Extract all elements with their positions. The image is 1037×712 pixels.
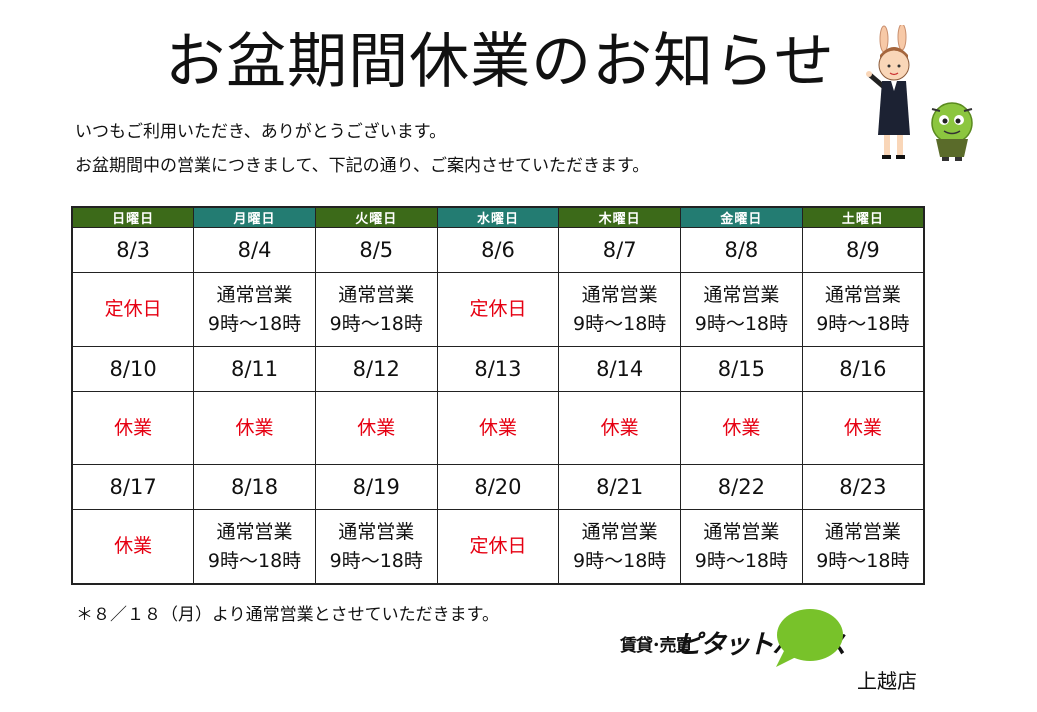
business-hours: 9時～18時 (329, 312, 423, 335)
open-status: 通常営業 9時～18時 (680, 509, 803, 585)
date-cell: 8/22 (680, 464, 803, 510)
date-cell: 8/10 (71, 346, 195, 392)
open-status: 通常営業 9時～18時 (558, 272, 682, 347)
date-cell: 8/3 (71, 227, 195, 273)
open-status: 通常営業 9時～18時 (193, 509, 316, 585)
open-status: 通常営業 9時～18時 (680, 272, 803, 347)
closed-status: 定休日 (436, 509, 560, 585)
date-cell: 8/17 (71, 464, 195, 510)
date-cell: 8/11 (193, 346, 316, 392)
status-label: 通常営業 (824, 283, 901, 306)
closed-status: 休業 (314, 391, 438, 465)
status-label: 通常営業 (824, 520, 901, 543)
date-cell: 8/8 (680, 227, 803, 273)
intro-line-2: お盆期間中の営業につきまして、下記の通り、ご案内させていただきます。 (75, 156, 650, 176)
status-label: 通常営業 (216, 520, 293, 543)
status-label: 通常営業 (338, 520, 415, 543)
date-cell: 8/21 (558, 464, 682, 510)
business-hours: 9時～18時 (816, 312, 910, 335)
date-cell: 8/20 (436, 464, 560, 510)
status-row: 定休日 通常営業 9時～18時 通常営業 9時～18時 定休日 通常営業 9時～18時 通常営業… (71, 272, 925, 347)
date-cell: 8/14 (558, 346, 682, 392)
status-label: 通常営業 (703, 283, 780, 306)
closed-status: 休業 (680, 391, 803, 465)
date-row: 8/17 8/18 8/19 8/20 8/21 8/22 8/23 (71, 464, 925, 510)
business-hours: 9時～18時 (329, 549, 423, 572)
date-cell: 8/4 (193, 227, 316, 273)
date-row: 8/3 8/4 8/5 8/6 8/7 8/8 8/9 (71, 227, 925, 273)
status-label: 通常営業 (581, 283, 658, 306)
date-row: 8/10 8/11 8/12 8/13 8/14 8/15 8/16 (71, 346, 925, 392)
mascot-illustration (866, 25, 973, 161)
weekday-sunday: 日曜日 (71, 206, 195, 228)
business-calendar: 日曜日 月曜日 火曜日 水曜日 木曜日 金曜日 土曜日 8/3 8/4 8/5 8/6… (71, 206, 925, 585)
date-cell: 8/15 (680, 346, 803, 392)
business-hours: 9時～18時 (207, 549, 302, 572)
weekday-wednesday: 水曜日 (436, 206, 560, 228)
date-cell: 8/5 (314, 227, 438, 273)
date-cell: 8/7 (558, 227, 682, 273)
date-cell: 8/16 (801, 346, 925, 392)
date-cell: 8/6 (436, 227, 560, 273)
weekday-monday: 月曜日 (193, 206, 316, 228)
closed-status: 定休日 (71, 272, 195, 347)
closed-status: 休業 (558, 391, 682, 465)
footnote: ＊８／１８（月）より通常営業とさせていただきます。 (76, 605, 499, 625)
logo-subtext: 賃貸･売買 (620, 636, 692, 656)
weekday-header-row: 日曜日 月曜日 火曜日 水曜日 木曜日 金曜日 土曜日 (71, 206, 925, 228)
open-status: 通常営業 9時～18時 (193, 272, 316, 347)
status-label: 通常営業 (703, 520, 780, 543)
status-label: 通常営業 (338, 283, 415, 306)
branch-name: 上越店 (857, 669, 917, 693)
date-cell: 8/23 (801, 464, 925, 510)
open-status: 通常営業 9時～18時 (314, 272, 438, 347)
open-status: 通常営業 9時～18時 (314, 509, 438, 585)
business-hours: 9時～18時 (207, 312, 302, 335)
speech-bubble-icon (776, 609, 843, 667)
date-cell: 8/13 (436, 346, 560, 392)
weekday-saturday: 土曜日 (801, 206, 925, 228)
business-hours: 9時～18時 (694, 549, 788, 572)
weekday-thursday: 木曜日 (558, 206, 682, 228)
closed-status: 休業 (71, 391, 195, 465)
status-row: 休業 通常営業 9時～18時 通常営業 9時～18時 定休日 通常営業 9時～18時 通常営業 9… (71, 509, 925, 585)
closed-status: 休業 (436, 391, 560, 465)
company-logo: 賃貸･売買 ピタットハウス (620, 607, 850, 672)
business-hours: 9時～18時 (573, 549, 667, 572)
status-row: 休業 休業 休業 休業 休業 休業 休業 (71, 391, 925, 465)
weekday-friday: 金曜日 (680, 206, 803, 228)
date-cell: 8/19 (314, 464, 438, 510)
weekday-tuesday: 火曜日 (314, 206, 438, 228)
closed-status: 休業 (193, 391, 316, 465)
business-hours: 9時～18時 (573, 312, 667, 335)
intro-line-1: いつもご利用いただき、ありがとうございます。 (75, 122, 447, 142)
closed-status: 休業 (801, 391, 925, 465)
status-label: 通常営業 (216, 283, 293, 306)
date-cell: 8/12 (314, 346, 438, 392)
business-hours: 9時～18時 (816, 549, 910, 572)
closed-status: 休業 (71, 509, 195, 585)
open-status: 通常営業 9時～18時 (558, 509, 682, 585)
date-cell: 8/9 (801, 227, 925, 273)
status-label: 通常営業 (581, 520, 658, 543)
open-status: 通常営業 9時～18時 (801, 272, 925, 347)
date-cell: 8/18 (193, 464, 316, 510)
business-hours: 9時～18時 (694, 312, 788, 335)
closed-status: 定休日 (436, 272, 560, 347)
page-title: お盆期間休業のお知らせ (165, 27, 835, 97)
open-status: 通常営業 9時～18時 (801, 509, 925, 585)
